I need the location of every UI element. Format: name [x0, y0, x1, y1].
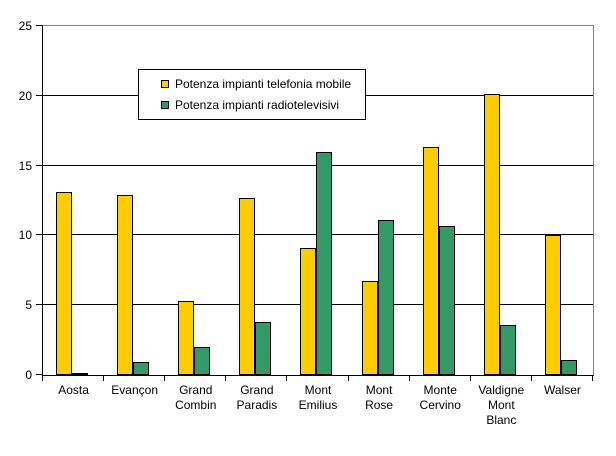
y-axis-tick	[36, 25, 42, 26]
x-axis-tick	[531, 376, 532, 381]
x-axis-tick	[164, 376, 165, 381]
bar-telefonia-mobile	[361, 281, 378, 375]
bar-radiotelevisivi	[194, 347, 211, 375]
y-axis-tick	[36, 234, 42, 235]
y-axis-tick-label: 5	[25, 298, 32, 313]
bar-telefonia-mobile	[56, 192, 72, 375]
bar-telefonia-mobile	[239, 198, 256, 375]
legend-swatch-green-icon	[161, 100, 169, 109]
y-axis-tick-label: 15	[18, 158, 32, 173]
x-axis-tick	[42, 376, 43, 381]
x-axis-tick	[348, 376, 349, 381]
bar-radiotelevisivi	[499, 325, 516, 375]
y-axis-tick	[36, 304, 42, 305]
x-axis-category-label: Walser	[543, 383, 581, 397]
x-axis-category-label: Mont Rose	[365, 383, 394, 412]
legend-swatch-yellow-icon	[161, 79, 169, 88]
bar-telefonia-mobile	[544, 235, 561, 375]
x-axis-category-label: Valdigne Mont Blanc	[478, 383, 525, 427]
y-axis-tick-label: 10	[18, 228, 32, 243]
legend-item-telefonia-mobile: Potenza impianti telefonia mobile	[161, 73, 365, 94]
x-axis-category-label: Mont Emilius	[298, 383, 338, 412]
bar-radiotelevisivi	[316, 152, 333, 375]
x-axis-tick	[409, 376, 410, 381]
x-axis-category-label: Evançon	[111, 383, 158, 397]
legend-item-radiotelevisivi: Potenza impianti radiotelevisivi	[161, 94, 365, 115]
bar-radiotelevisivi	[133, 362, 150, 375]
y-axis-tick-label: 20	[18, 88, 32, 103]
x-axis-tick	[225, 376, 226, 381]
bar-radiotelevisivi	[560, 360, 577, 375]
bar-telefonia-mobile	[178, 301, 195, 375]
bar-radiotelevisivi	[72, 373, 88, 375]
bar-telefonia-mobile	[422, 147, 439, 375]
legend-label-radiotelevisivi: Potenza impianti radiotelevisivi	[175, 97, 340, 112]
x-axis-category-label: Aosta	[58, 383, 89, 397]
x-axis-tick	[286, 376, 287, 381]
x-axis-tick	[592, 376, 593, 381]
bar-radiotelevisivi	[438, 226, 455, 375]
x-axis-tick	[103, 376, 104, 381]
bar-telefonia-mobile	[117, 195, 134, 375]
x-axis-category-label: Grand Combin	[175, 383, 217, 412]
y-axis-tick-label: 25	[18, 19, 32, 33]
legend: Potenza impianti telefonia mobile Potenz…	[138, 69, 366, 120]
legend-label-telefonia-mobile: Potenza impianti telefonia mobile	[175, 76, 352, 91]
x-axis-tick	[470, 376, 471, 381]
bar-telefonia-mobile	[483, 94, 500, 375]
bar-radiotelevisivi	[255, 322, 272, 375]
y-axis-tick-label: 0	[25, 368, 32, 382]
plot-area: Potenza impianti telefonia mobile Potenz…	[42, 25, 594, 376]
y-axis-tick	[36, 165, 42, 166]
x-axis-category-label: Monte Cervino	[419, 383, 461, 412]
x-axis-category-label: Grand Paradis	[236, 383, 278, 412]
y-axis-tick	[36, 95, 42, 96]
bar-telefonia-mobile	[300, 248, 317, 375]
y-axis-tick	[36, 374, 42, 375]
bar-radiotelevisivi	[377, 220, 394, 375]
